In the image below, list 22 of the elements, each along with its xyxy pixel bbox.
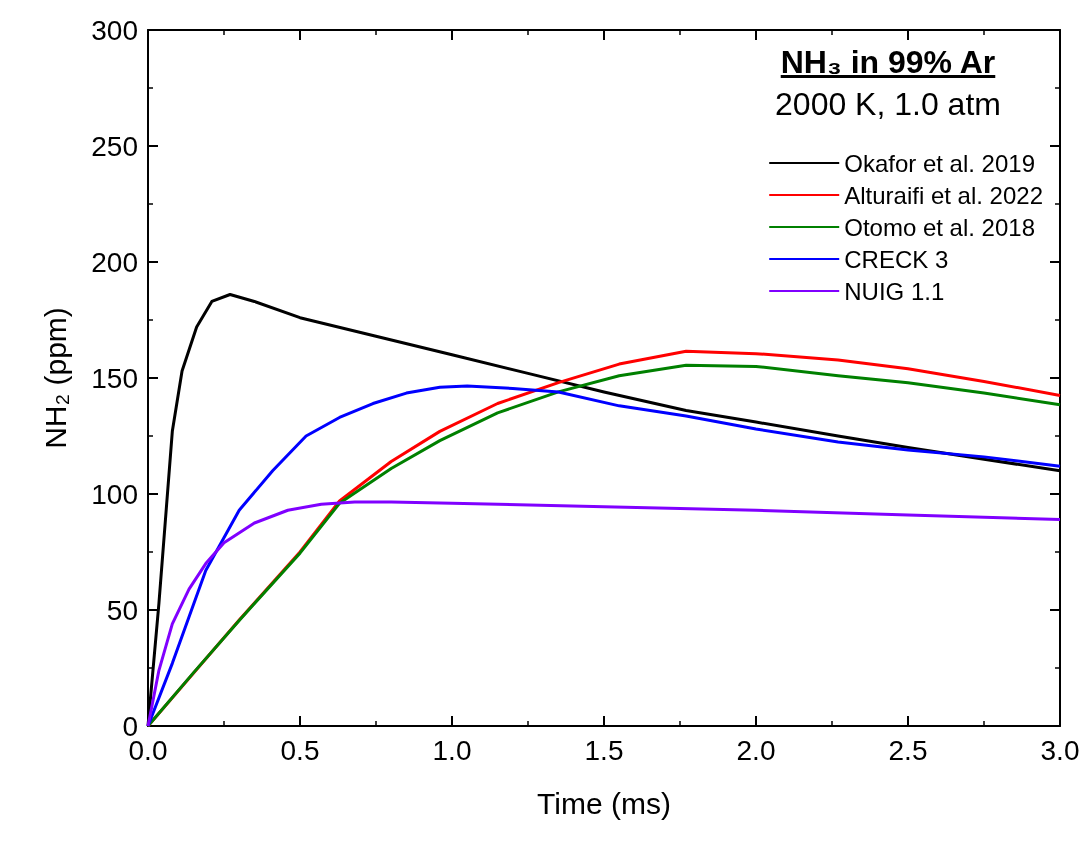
x-tick-label: 2.5: [888, 734, 928, 766]
y-tick-label: 200: [91, 246, 138, 278]
x-tick-label: 1.0: [432, 734, 472, 766]
x-tick-label: 3.0: [1040, 734, 1080, 766]
x-tick-label: 1.5: [584, 734, 624, 766]
x-axis-title: Time (ms): [537, 786, 671, 820]
legend-label: NUIG 1.1: [844, 277, 945, 305]
legend-title: NH₃ in 99% Ar: [779, 43, 997, 82]
y-tick-label: 250: [91, 130, 138, 162]
y-tick-label: 0: [122, 710, 138, 742]
x-tick-label: 2.0: [736, 734, 776, 766]
y-tick-label: 50: [106, 594, 138, 626]
y-tick-label: 100: [91, 478, 138, 510]
y-tick-label: 300: [91, 14, 138, 46]
legend-label: Otomo et al. 2018: [844, 213, 1035, 241]
legend-label: Alturaifi et al. 2022: [844, 181, 1044, 209]
y-tick-label: 150: [91, 362, 138, 394]
legend-label: Okafor et al. 2019: [844, 149, 1035, 177]
annotation: 2000 K, 1.0 atm: [774, 85, 1002, 124]
legend-label: CRECK 3: [844, 245, 949, 273]
x-tick-label: 0.5: [280, 734, 320, 766]
y-axis-title: NH₂ (ppm): [38, 307, 72, 449]
